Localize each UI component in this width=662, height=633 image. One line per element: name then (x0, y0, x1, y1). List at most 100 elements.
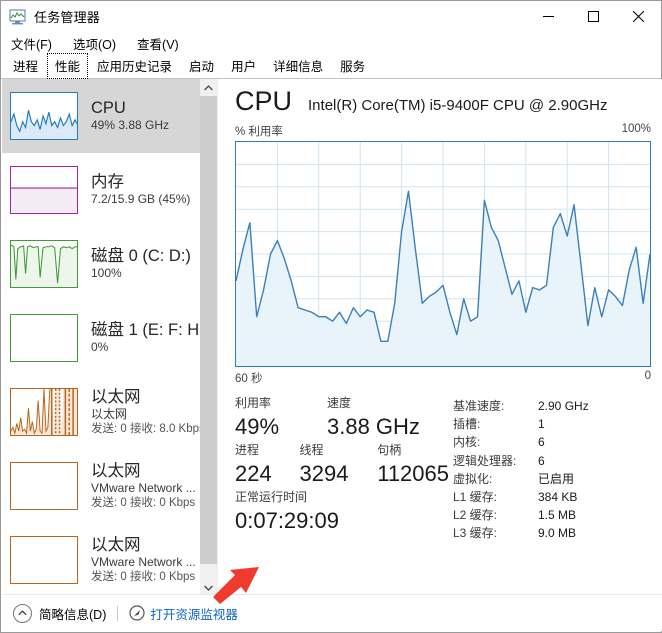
spec-l1-cache: L1 缓存: 384 KB (453, 488, 660, 506)
scroll-up-button[interactable] (200, 79, 217, 96)
spec-sockets-label: 插槽: (453, 417, 481, 432)
ethernet1-thumbnail (10, 388, 78, 436)
sidebar-item-cpu[interactable]: CPU 49% 3.88 GHz (2, 79, 200, 153)
graph-bottom-axis: 60 秒 0 (235, 370, 651, 386)
graph-ymax-label: 100% (621, 123, 651, 135)
uptime-value: 0:07:29:09 (235, 508, 339, 533)
tab-details[interactable]: 详细信息 (273, 60, 324, 74)
spec-sockets: 插槽: 1 (453, 415, 660, 433)
window-title: 任务管理器 (34, 10, 101, 25)
handles-label: 句柄 (377, 443, 402, 457)
sidebar-item-ethernet-2-text: 以太网 VMware Network ... 发送: 0 接收: 0 Kbps (91, 462, 196, 511)
minimize-button[interactable] (526, 1, 571, 32)
scrollbar-thumb[interactable] (200, 96, 217, 564)
spec-logical-processors-value: 6 (538, 453, 545, 468)
menu-bar: 文件(F) 选项(O) 查看(V) (1, 32, 661, 54)
tab-users[interactable]: 用户 (231, 60, 257, 74)
spec-cores-label: 内核: (453, 435, 481, 450)
spec-virtualization-value: 已启用 (538, 471, 575, 486)
scroll-down-button[interactable] (200, 579, 217, 596)
sidebar-item-ethernet-2-rate: 发送: 0 接收: 0 Kbps (91, 496, 196, 509)
sidebar-item-ethernet-1-rate: 发送: 0 接收: 8.0 Kbps (91, 422, 200, 435)
handles-stat: 句柄 112065 (377, 442, 449, 489)
sidebar-item-memory[interactable]: 内存 7.2/15.9 GB (45%) (2, 153, 200, 227)
utilization-value: 49% (235, 414, 280, 439)
sidebar-item-ethernet-1-title: 以太网 (91, 387, 141, 406)
sidebar-item-ethernet-1[interactable]: 以太网 以太网 发送: 0 接收: 8.0 Kbps (2, 375, 200, 449)
graph-top-axis: % 利用率 100% (235, 123, 651, 139)
spec-l2-cache-value: 1.5 MB (538, 508, 577, 523)
sidebar-item-disk0-title: 磁盘 0 (C: D:) (91, 247, 191, 265)
memory-thumbnail (10, 166, 78, 214)
spec-l1-cache-value: 384 KB (538, 490, 578, 505)
sidebar-item-ethernet-1-sub: 以太网 (91, 406, 128, 421)
tab-performance[interactable]: 性能 (47, 53, 89, 79)
fewer-details-button[interactable]: 简略信息(D) (13, 603, 107, 623)
sidebar-item-ethernet-3-sub: VMware Network ... (91, 554, 196, 569)
resource-list-panel: CPU 49% 3.88 GHz 内存 7.2/15.9 GB (45%) (2, 79, 218, 596)
tab-services[interactable]: 服务 (340, 60, 366, 74)
tab-app-history[interactable]: 应用历史记录 (97, 60, 173, 74)
menu-view[interactable]: 查看(V) (137, 37, 179, 52)
speed-stat: 速度 3.88 GHz (327, 395, 420, 442)
sidebar-item-disk0-sub: 100% (91, 266, 122, 280)
sidebar-item-ethernet-3-rate: 发送: 0 接收: 0 Kbps (91, 570, 196, 583)
disk1-thumbnail (10, 314, 78, 362)
sidebar-item-disk1-title: 磁盘 1 (E: F: H:) (91, 321, 200, 339)
open-resource-monitor-label: 打开资源监视器 (150, 607, 238, 622)
sidebar-item-ethernet-3[interactable]: 以太网 VMware Network ... 发送: 0 接收: 0 Kbps (2, 523, 200, 596)
sidebar-item-ethernet-3-title: 以太网 (91, 535, 141, 554)
ethernet3-thumbnail (10, 536, 78, 584)
spec-base-speed-value: 2.90 GHz (538, 399, 589, 413)
sidebar-item-ethernet-2-sub: VMware Network ... (91, 480, 196, 495)
window-controls (526, 1, 661, 32)
cpu-utilization-graph (235, 141, 651, 367)
sidebar-item-disk0-text: 磁盘 0 (C: D:) 100% (91, 247, 191, 281)
sidebar-scrollbar[interactable] (200, 79, 217, 596)
spec-virtualization-label: 虚拟化: (453, 471, 493, 486)
sidebar-item-disk0[interactable]: 磁盘 0 (C: D:) 100% (2, 227, 200, 301)
fewer-details-label: 简略信息(D) (39, 607, 107, 622)
spec-cores-value: 6 (538, 435, 545, 450)
graph-xmin-label: 0 (644, 370, 651, 382)
status-bar: 简略信息(D) 打开资源监视器 (2, 594, 662, 631)
graph-xlabel: 60 秒 (235, 373, 263, 385)
cpu-chart-svg (236, 142, 650, 366)
sidebar-item-disk1[interactable]: 磁盘 1 (E: F: H:) 0% (2, 301, 200, 375)
menu-options[interactable]: 选项(O) (72, 37, 117, 52)
cpu-header: CPU Intel(R) Core(TM) i5-9400F CPU @ 2.9… (235, 79, 662, 117)
spec-l2-cache: L2 缓存: 1.5 MB (453, 506, 660, 524)
spec-l1-cache-label: L1 缓存: (453, 490, 498, 505)
sidebar-item-memory-text: 内存 7.2/15.9 GB (45%) (91, 173, 190, 207)
sidebar-item-cpu-text: CPU 49% 3.88 GHz (91, 99, 169, 133)
processes-value: 224 (235, 461, 272, 486)
spec-base-speed-label: 基准速度: (453, 399, 505, 413)
ethernet2-thumbnail (10, 462, 78, 510)
sidebar-item-disk1-sub: 0% (91, 340, 109, 354)
content-area: CPU 49% 3.88 GHz 内存 7.2/15.9 GB (45%) (2, 79, 662, 596)
sidebar-item-memory-sub: 7.2/15.9 GB (45%) (91, 192, 191, 206)
threads-value: 3294 (299, 461, 349, 486)
cpu-detail-panel: CPU Intel(R) Core(TM) i5-9400F CPU @ 2.9… (218, 79, 662, 596)
stats-row-3: 正常运行时间 0:07:29:09 (235, 489, 453, 536)
tab-processes[interactable]: 进程 (13, 60, 39, 74)
speed-label: 速度 (327, 396, 352, 410)
tab-startup[interactable]: 启动 (189, 60, 215, 74)
threads-label: 线程 (299, 443, 324, 457)
sidebar-item-ethernet-2[interactable]: 以太网 VMware Network ... 发送: 0 接收: 0 Kbps (2, 449, 200, 523)
spec-sockets-value: 1 (538, 417, 545, 432)
uptime-stat: 正常运行时间 0:07:29:09 (235, 489, 339, 536)
graph-ylabel: % 利用率 (235, 126, 283, 138)
cpu-specs-list: 基准速度: 2.90 GHz 插槽: 1 内核: 6 逻辑处理器: 6 (453, 395, 660, 543)
spec-l3-cache-label: L3 缓存: (453, 526, 498, 541)
open-resource-monitor-link[interactable]: 打开资源监视器 (129, 604, 238, 623)
spec-l3-cache: L3 缓存: 9.0 MB (453, 524, 660, 542)
title-bar: 任务管理器 (1, 1, 661, 32)
maximize-button[interactable] (571, 1, 616, 32)
cpu-stats: 利用率 49% 速度 3.88 GHz 进程 224 (235, 395, 660, 543)
processes-stat: 进程 224 (235, 442, 296, 489)
menu-file[interactable]: 文件(F) (11, 37, 52, 52)
sidebar-item-cpu-title: CPU (91, 99, 126, 117)
threads-stat: 线程 3294 (300, 442, 374, 489)
close-button[interactable] (616, 1, 661, 32)
